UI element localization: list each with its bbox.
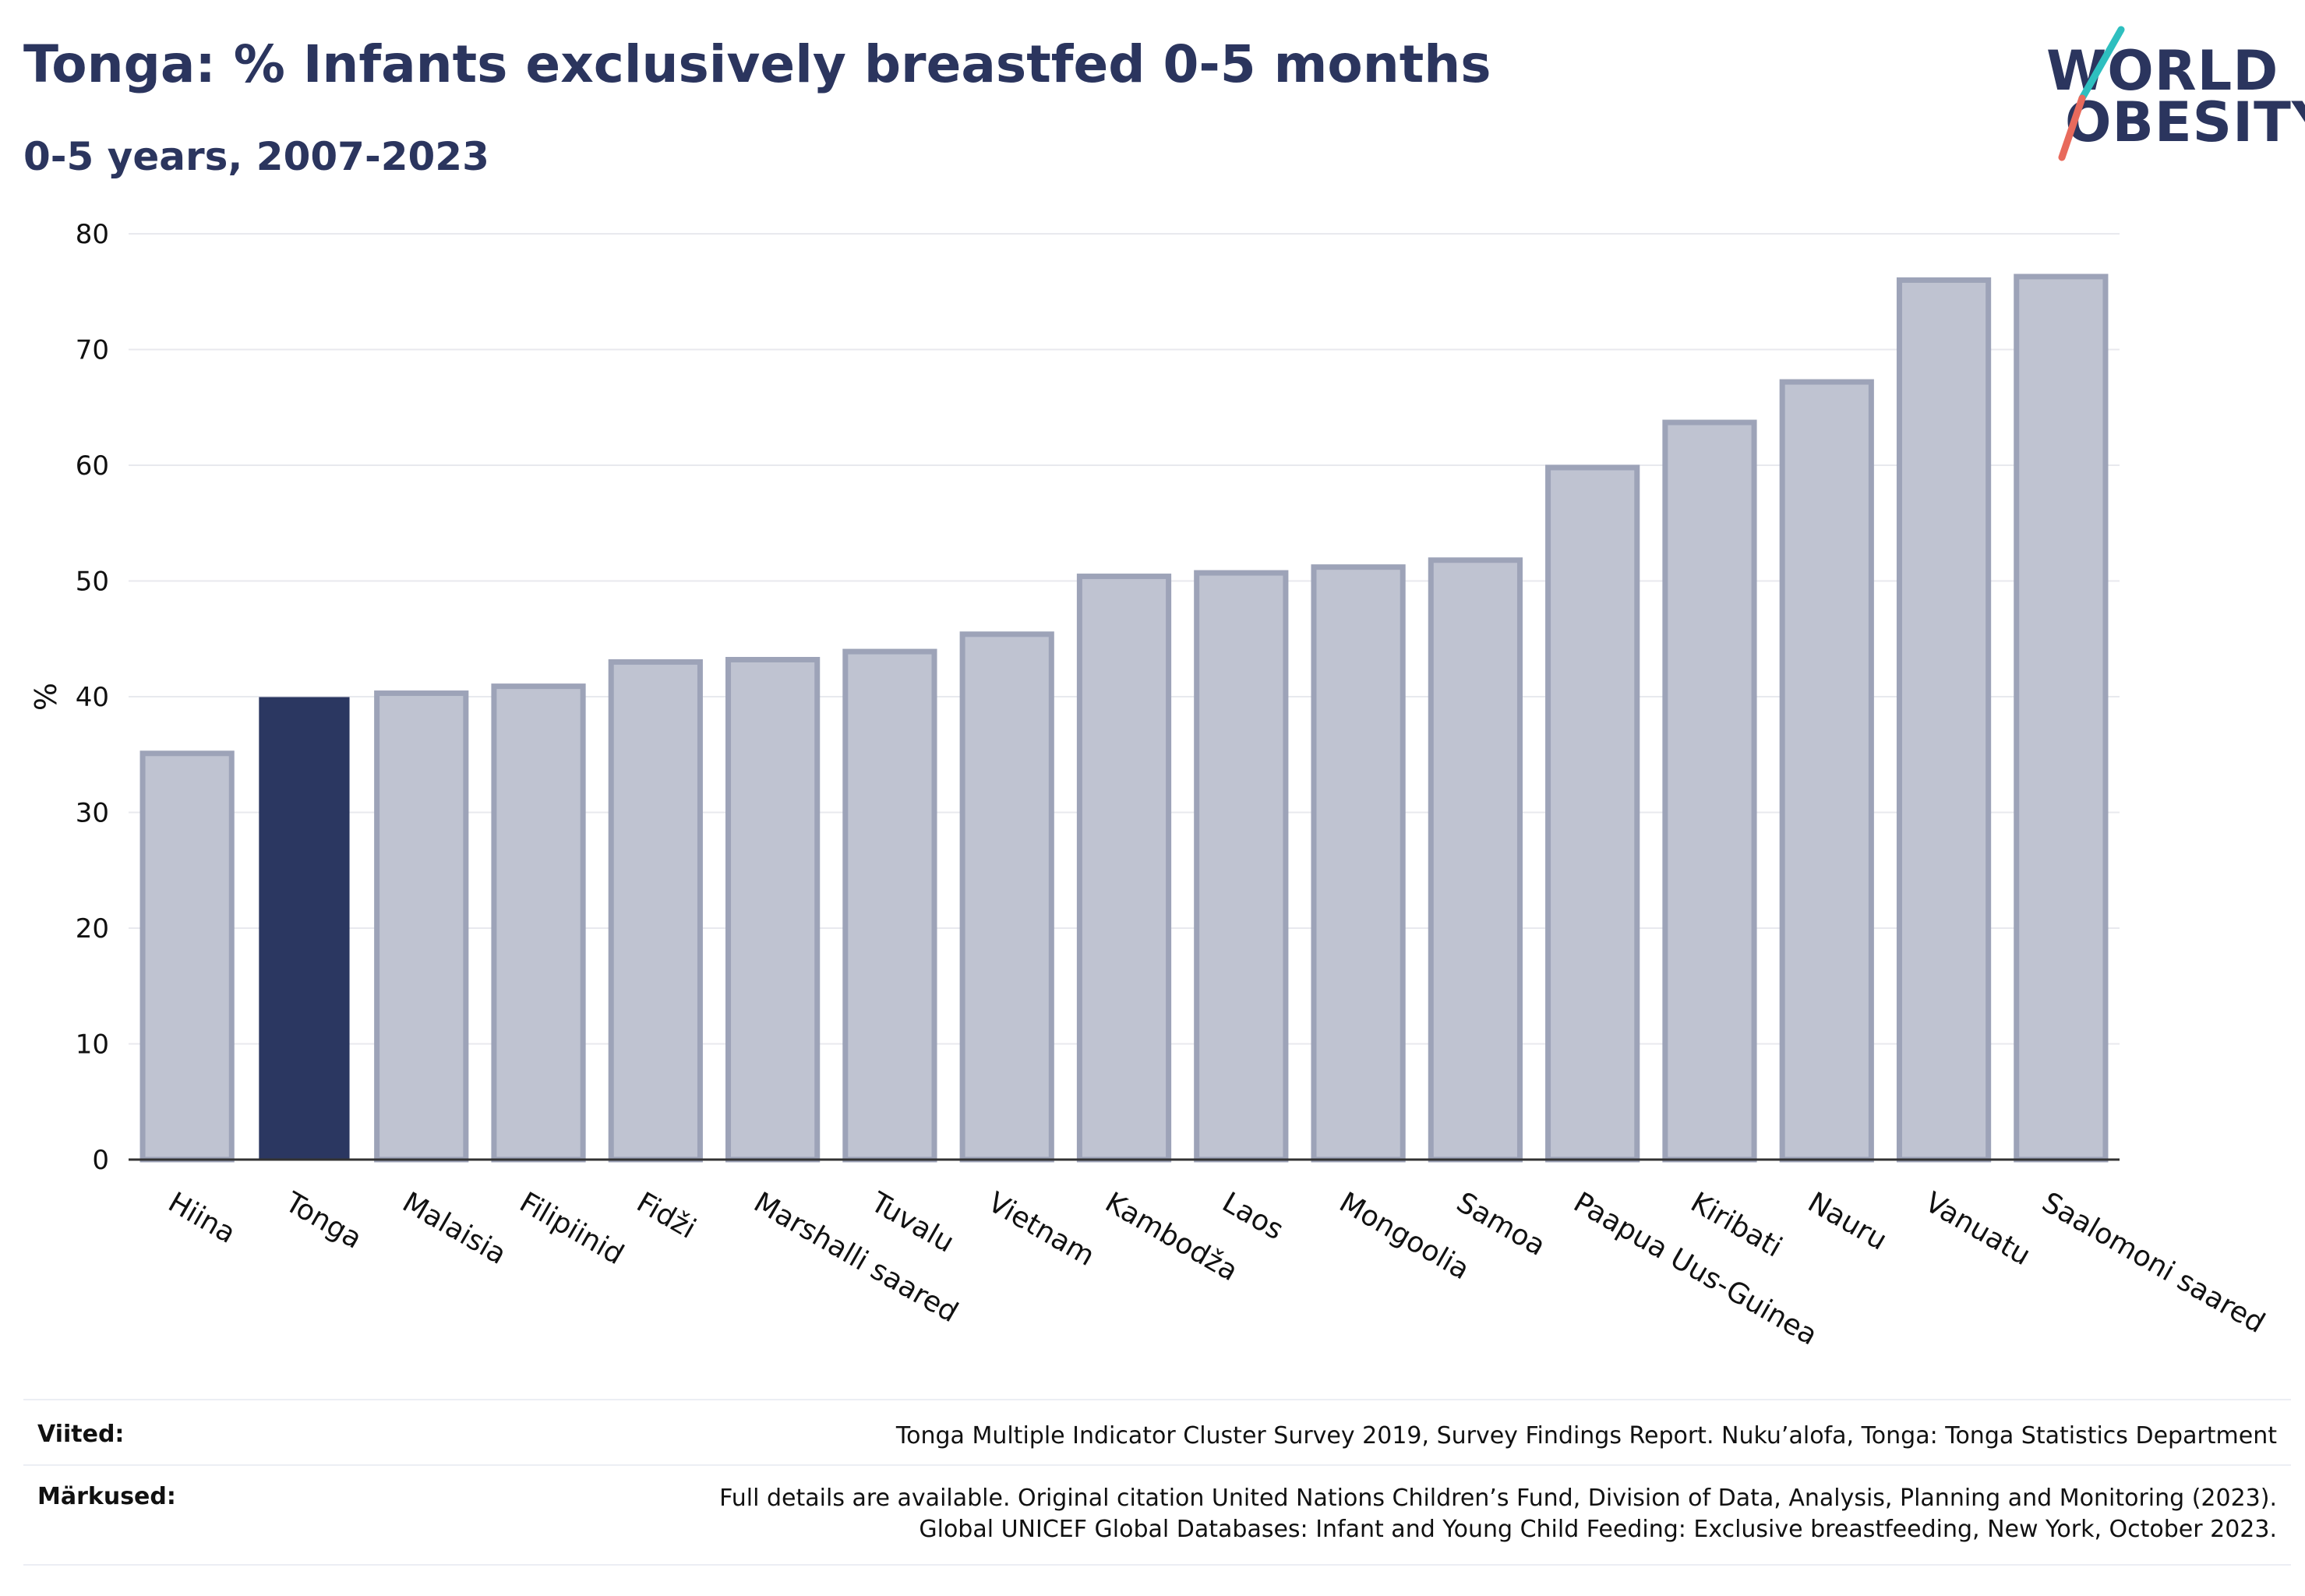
- bars: [139, 274, 2109, 1163]
- footer-divider-bottom: [23, 1564, 2291, 1566]
- x-tick-label: Nauru: [1802, 1186, 1892, 1256]
- footer-sources-row: Viited: Tonga Multiple Indicator Cluster…: [23, 1421, 2291, 1455]
- footer-notes-row: Märkused: Full details are available. Or…: [23, 1483, 2291, 1553]
- bar-mongoolia: [1311, 564, 1406, 1163]
- bar-saalomoni-saared: [2014, 274, 2109, 1163]
- x-tick-label: Fidži: [631, 1186, 701, 1245]
- x-tick-label: Samoa: [1451, 1186, 1551, 1262]
- sources-label: Viited:: [37, 1421, 125, 1448]
- x-axis-labels: Hiina Tonga Malaisia Filipiinid Fidži Marshal…: [163, 1186, 2270, 1352]
- bar-samoa: [1428, 557, 1523, 1163]
- x-tick-label: Laos: [1216, 1186, 1288, 1246]
- x-tick-label: Saalomoni saared: [2037, 1186, 2271, 1340]
- bar-laos: [1194, 570, 1289, 1163]
- y-tick-label: 60: [76, 450, 109, 482]
- notes-label: Märkused:: [37, 1483, 176, 1510]
- chart-footer: Viited: Tonga Multiple Indicator Cluster…: [23, 1399, 2291, 1566]
- footer-divider-top: [23, 1399, 2291, 1400]
- y-tick-label: 70: [76, 335, 109, 366]
- x-tick-label: Hiina: [163, 1186, 241, 1249]
- bar-fid-i: [608, 659, 703, 1163]
- x-tick-label: Vanuatu: [1919, 1186, 2035, 1272]
- world-obesity-logo: WORLD OBESITY: [2034, 23, 2305, 164]
- y-tick-label: 30: [76, 798, 109, 829]
- x-tick-label: Mongoolia: [1334, 1186, 1475, 1286]
- bar-nauru: [1779, 379, 1874, 1163]
- logo-word-obesity: OBESITY: [2065, 90, 2305, 154]
- bar-hiina: [139, 750, 235, 1163]
- notes-line-1: Full details are available. Original cit…: [719, 1485, 2277, 1512]
- x-tick-label: Vietnam: [983, 1186, 1100, 1273]
- chart-subtitle: 0-5 years, 2007-2023: [23, 134, 489, 179]
- y-tick-label: 40: [76, 682, 109, 713]
- bar-marshalli-saared: [725, 656, 821, 1163]
- notes-line-2: Global UNICEF Global Databases: Infant a…: [919, 1516, 2277, 1543]
- bar-chart: 0 10 20 30 40 50 60 70 80 Hiina Tonga Malaisia Fili…: [29, 219, 2270, 1352]
- sources-text: Tonga Multiple Indicator Cluster Survey …: [895, 1422, 2277, 1449]
- footer-divider-middle: [23, 1464, 2291, 1466]
- x-tick-label: Malaisia: [397, 1186, 511, 1271]
- y-axis-ticks: 0 10 20 30 40 50 60 70 80: [76, 219, 109, 1176]
- y-axis-label: %: [29, 683, 63, 711]
- y-tick-label: 0: [92, 1145, 109, 1176]
- x-tick-label: Tuvalu: [865, 1186, 959, 1259]
- bar-tonga: [259, 697, 350, 1160]
- bar-kambod-a: [1076, 574, 1172, 1163]
- x-tick-label: Filipiinid: [514, 1186, 629, 1271]
- bar-vietnam: [959, 631, 1054, 1163]
- y-tick-label: 50: [76, 567, 109, 598]
- bar-kiribati: [1662, 419, 1757, 1163]
- bar-vanuatu: [1896, 277, 1992, 1163]
- notes-text: Full details are available. Original cit…: [719, 1483, 2277, 1545]
- chart-title: Tonga: % Infants exclusively breastfed 0…: [23, 34, 1491, 94]
- x-tick-label: Kambodža: [1100, 1186, 1243, 1287]
- x-tick-label: Kiribati: [1686, 1186, 1788, 1263]
- logo-slash-icon: [2058, 26, 2125, 161]
- bar-tuvalu: [842, 648, 937, 1163]
- x-tick-label: Tonga: [279, 1186, 367, 1255]
- bar-filipiinid: [491, 683, 586, 1163]
- bar-paapua-uus-guinea: [1545, 464, 1640, 1163]
- y-tick-label: 80: [76, 219, 109, 250]
- x-tick-label: Marshalli saared: [748, 1186, 963, 1329]
- y-tick-label: 20: [76, 913, 109, 945]
- bar-malaisia: [374, 690, 469, 1163]
- y-tick-label: 10: [76, 1029, 109, 1061]
